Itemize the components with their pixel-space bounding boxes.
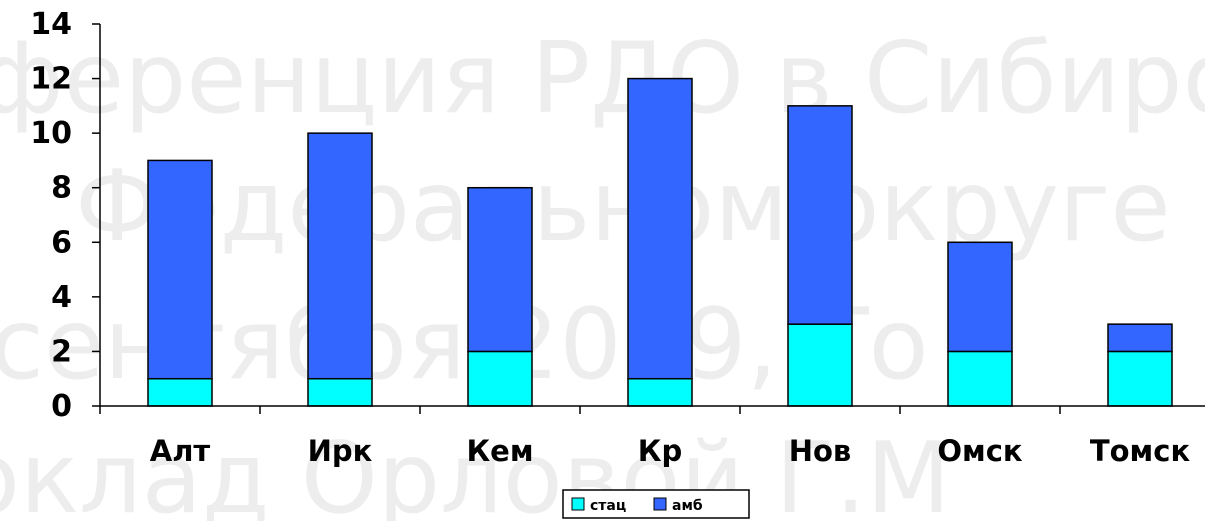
x-tick-label: Алт xyxy=(150,434,211,468)
legend-swatch-amb xyxy=(653,497,667,511)
x-tick-label: Ирк xyxy=(308,434,373,468)
bar-stac xyxy=(467,350,533,407)
legend-label-stac: стац xyxy=(590,498,626,514)
legend: стац амб xyxy=(562,489,750,519)
bar-amb xyxy=(787,105,853,325)
y-tick-label: 10 xyxy=(30,116,72,151)
y-tick-label: 4 xyxy=(51,280,72,315)
bar-amb xyxy=(627,77,693,380)
watermark-line-1: ференция РДО в Сибиро xyxy=(0,22,1205,136)
legend-label-amb: амб xyxy=(672,498,703,514)
y-tick-label: 8 xyxy=(51,171,72,206)
bars xyxy=(147,77,1173,407)
y-tick-label: 12 xyxy=(30,62,72,97)
bar-stac xyxy=(307,377,373,407)
bar-amb xyxy=(947,241,1013,353)
bar-amb xyxy=(147,159,213,380)
y-tick-label: 2 xyxy=(51,334,72,369)
y-tick-label: 0 xyxy=(51,389,72,424)
x-tick-label: Омск xyxy=(937,434,1023,468)
y-tick-labels: 0 2 4 6 8 10 12 14 xyxy=(30,7,72,424)
axes xyxy=(92,23,1205,414)
watermark-line-4: оклад Орловой Г.М xyxy=(0,422,951,521)
bar-stac xyxy=(627,377,693,407)
bar-stac xyxy=(947,350,1013,407)
bar-amb xyxy=(467,186,533,353)
y-tick-label: 14 xyxy=(30,7,72,42)
x-tick-labels: Алт Ирк Кем Кр Нов Омск Томск xyxy=(150,434,1191,468)
x-tick-label: Нов xyxy=(789,434,852,468)
x-tick-label: Кем xyxy=(466,434,533,468)
legend-swatch-stac xyxy=(571,497,585,511)
bar-stac xyxy=(1107,350,1173,407)
bar-amb xyxy=(307,132,373,380)
x-tick-label: Томск xyxy=(1090,434,1191,468)
bar-stac xyxy=(147,377,213,407)
x-tick-label: Кр xyxy=(638,434,682,468)
bar-amb xyxy=(1107,323,1173,353)
bar-stac xyxy=(787,323,853,407)
y-tick-label: 6 xyxy=(51,225,72,260)
